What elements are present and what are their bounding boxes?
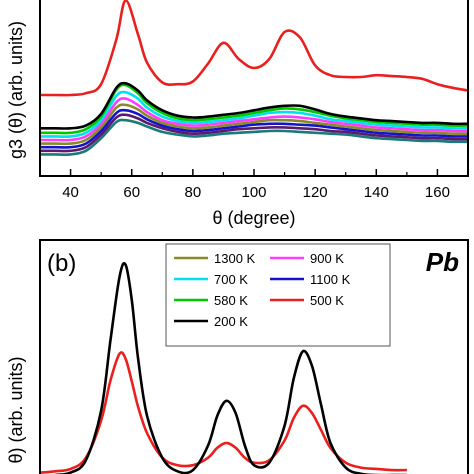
panel-a-x-tick-label: 80 bbox=[185, 184, 202, 201]
panel-a-series-line-1 bbox=[40, 81, 468, 130]
legend-entry-label: 500 K bbox=[310, 293, 344, 308]
panel-a-series-line-4 bbox=[40, 97, 468, 142]
panel-a-x-tick-label: 100 bbox=[241, 184, 266, 201]
panel-a-x-ticks: 40 60 80 100 120 140 160 bbox=[62, 169, 469, 201]
panel-a-x-axis-label: θ (degree) bbox=[212, 208, 295, 228]
panel-a-series-line-8 bbox=[40, 118, 468, 156]
legend-entry-label: 700 K bbox=[214, 272, 248, 287]
legend-entry-label: 200 K bbox=[214, 314, 248, 329]
panel-b-element-label: Pb bbox=[426, 247, 459, 277]
panel-b-series-line-200-k bbox=[53, 261, 407, 474]
panel-a-series-line-6 bbox=[40, 108, 468, 149]
panel-b-plot-frame bbox=[39, 239, 469, 474]
legend-entry-label: 580 K bbox=[214, 293, 248, 308]
panel-b-series-group bbox=[40, 261, 407, 474]
panel-a-plot-frame bbox=[39, 0, 469, 177]
legend-entry-label: 1300 K bbox=[214, 251, 256, 266]
panel-a: 40 60 80 100 120 140 160 g3 (θ) (arb. units) θ… bbox=[6, 0, 469, 228]
panel-a-series-line-0 bbox=[40, 0, 468, 97]
panel-a-series-line-5 bbox=[40, 103, 468, 146]
legend-box bbox=[165, 243, 391, 347]
panel-b-legend: 1300 K 900 K 700 K 1100 K 580 K 500 K 200 K bbox=[165, 243, 391, 347]
panel-a-x-tick-label: 60 bbox=[123, 184, 140, 201]
legend-entry-label: 1100 K bbox=[310, 272, 351, 287]
legend-entry-label: 900 K bbox=[310, 251, 344, 266]
panel-b-y-axis-label: θ) (arb. units) bbox=[6, 356, 26, 463]
panel-a-x-tick-label: 120 bbox=[303, 184, 328, 201]
panel-b-series-line-500-k bbox=[40, 351, 407, 474]
panel-a-x-tick-label: 40 bbox=[62, 184, 79, 201]
panel-a-y-axis-label: g3 (θ) (arb. units) bbox=[6, 21, 26, 159]
panel-a-series-line-3 bbox=[40, 90, 468, 138]
panel-a-series-group bbox=[40, 0, 468, 156]
panel-a-x-tick-label: 140 bbox=[364, 184, 389, 201]
panel-a-series-line-7 bbox=[40, 113, 468, 153]
panel-b-label: (b) bbox=[47, 250, 76, 277]
panel-a-x-tick-label: 160 bbox=[425, 184, 450, 201]
